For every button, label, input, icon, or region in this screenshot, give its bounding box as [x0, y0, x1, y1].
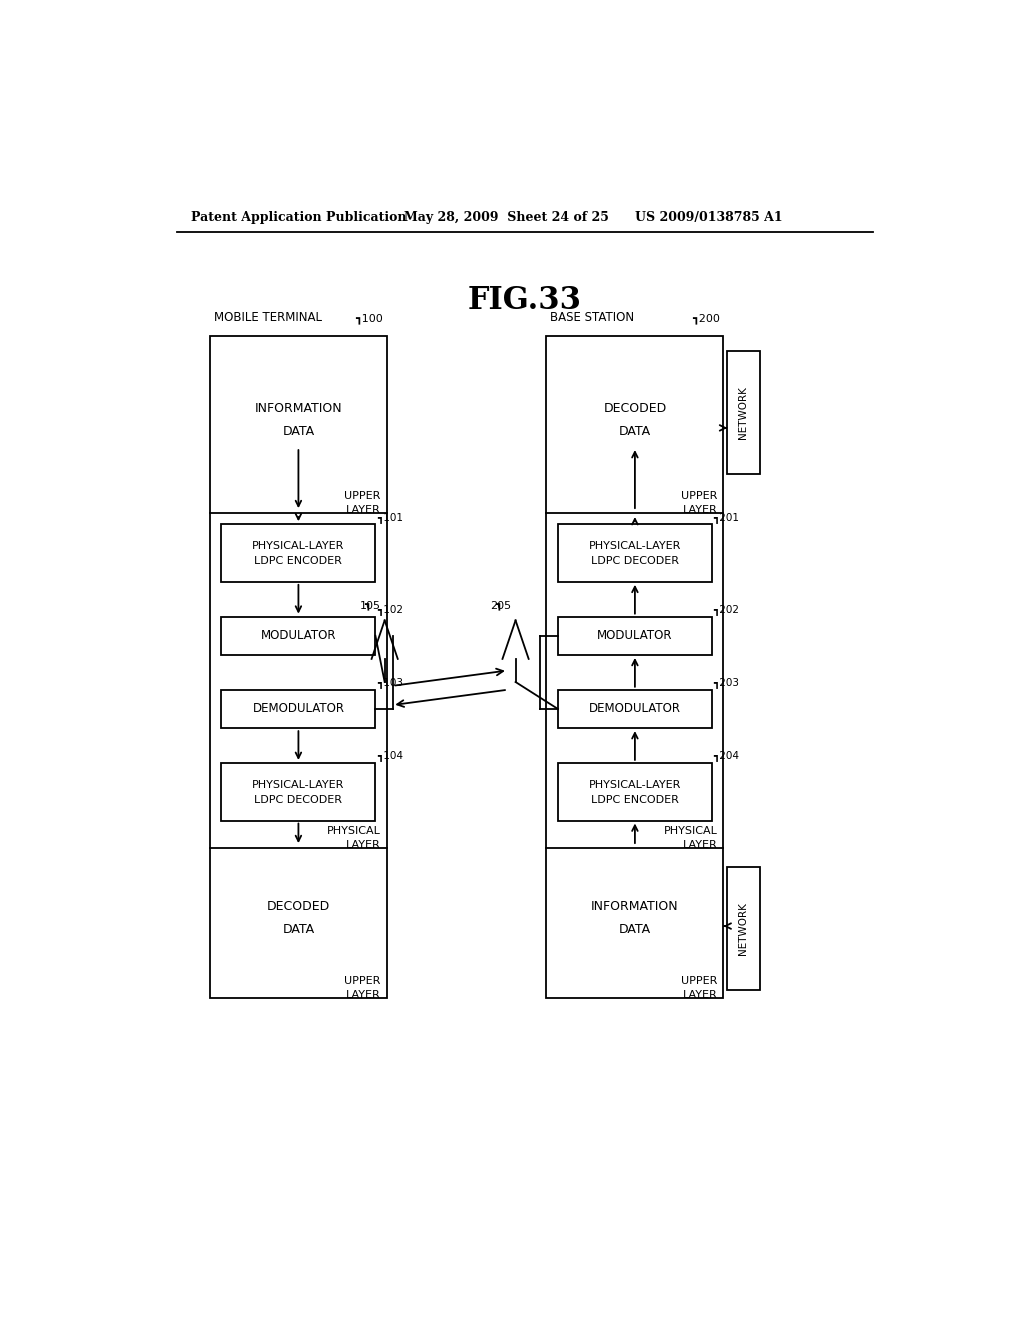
Text: LDPC ENCODER: LDPC ENCODER: [591, 795, 679, 805]
Text: PHYSICAL-LAYER: PHYSICAL-LAYER: [252, 780, 345, 789]
Text: MODULATOR: MODULATOR: [261, 630, 336, 643]
Bar: [210, 335, 387, 998]
Bar: [547, 335, 724, 998]
Text: PHYSICAL: PHYSICAL: [327, 826, 381, 836]
Bar: [727, 867, 760, 990]
Bar: [221, 616, 376, 655]
Text: ┓200: ┓200: [692, 313, 720, 323]
Bar: [558, 689, 712, 729]
Text: NETWORK: NETWORK: [738, 902, 749, 954]
Bar: [558, 524, 712, 582]
Text: ┓104: ┓104: [377, 750, 403, 762]
Bar: [221, 763, 376, 821]
Text: May 28, 2009  Sheet 24 of 25: May 28, 2009 Sheet 24 of 25: [403, 211, 609, 224]
Text: LAYER: LAYER: [346, 506, 381, 515]
Text: MODULATOR: MODULATOR: [597, 630, 673, 643]
Text: ┓203: ┓203: [714, 677, 739, 688]
Text: DATA: DATA: [283, 425, 314, 438]
Text: ┓: ┓: [365, 601, 371, 611]
Text: DATA: DATA: [618, 425, 651, 438]
Bar: [221, 689, 376, 729]
Text: 205: 205: [490, 601, 512, 611]
Text: ┓103: ┓103: [377, 677, 403, 688]
Text: ┓102: ┓102: [377, 605, 403, 615]
Bar: [558, 763, 712, 821]
Text: UPPER: UPPER: [681, 491, 717, 502]
Text: FIG.33: FIG.33: [468, 285, 582, 317]
Text: PHYSICAL-LAYER: PHYSICAL-LAYER: [252, 541, 345, 550]
Text: 105: 105: [359, 601, 381, 611]
Text: UPPER: UPPER: [681, 977, 717, 986]
Text: ┓204: ┓204: [714, 750, 739, 762]
Text: UPPER: UPPER: [344, 977, 381, 986]
Text: ┓101: ┓101: [377, 512, 403, 523]
Text: LAYER: LAYER: [346, 840, 381, 850]
Text: INFORMATION: INFORMATION: [255, 403, 342, 416]
Text: US 2009/0138785 A1: US 2009/0138785 A1: [635, 211, 782, 224]
Text: LAYER: LAYER: [683, 506, 717, 515]
Text: UPPER: UPPER: [344, 491, 381, 502]
Text: BASE STATION: BASE STATION: [550, 312, 634, 323]
Text: DECODED: DECODED: [267, 900, 330, 913]
Text: LDPC DECODER: LDPC DECODER: [254, 795, 342, 805]
Text: LAYER: LAYER: [346, 990, 381, 1001]
Text: Patent Application Publication: Patent Application Publication: [190, 211, 407, 224]
Text: ┓100: ┓100: [355, 313, 383, 323]
Text: MOBILE TERMINAL: MOBILE TERMINAL: [214, 312, 322, 323]
Text: PHYSICAL-LAYER: PHYSICAL-LAYER: [589, 541, 681, 550]
Text: ┓202: ┓202: [714, 605, 739, 615]
Text: ┓201: ┓201: [714, 512, 739, 523]
Text: PHYSICAL-LAYER: PHYSICAL-LAYER: [589, 780, 681, 789]
Text: DATA: DATA: [283, 924, 314, 936]
Bar: [221, 524, 376, 582]
Text: DEMODULATOR: DEMODULATOR: [253, 702, 344, 715]
Text: PHYSICAL: PHYSICAL: [664, 826, 717, 836]
Text: LAYER: LAYER: [683, 840, 717, 850]
Text: DATA: DATA: [618, 924, 651, 936]
Bar: [558, 616, 712, 655]
Text: LDPC DECODER: LDPC DECODER: [591, 557, 679, 566]
Text: DECODED: DECODED: [603, 403, 667, 416]
Bar: [727, 351, 760, 474]
Text: INFORMATION: INFORMATION: [591, 900, 679, 913]
Text: DEMODULATOR: DEMODULATOR: [589, 702, 681, 715]
Text: NETWORK: NETWORK: [738, 385, 749, 440]
Text: LAYER: LAYER: [683, 990, 717, 1001]
Text: LDPC ENCODER: LDPC ENCODER: [255, 557, 342, 566]
Text: ┓: ┓: [495, 601, 502, 611]
